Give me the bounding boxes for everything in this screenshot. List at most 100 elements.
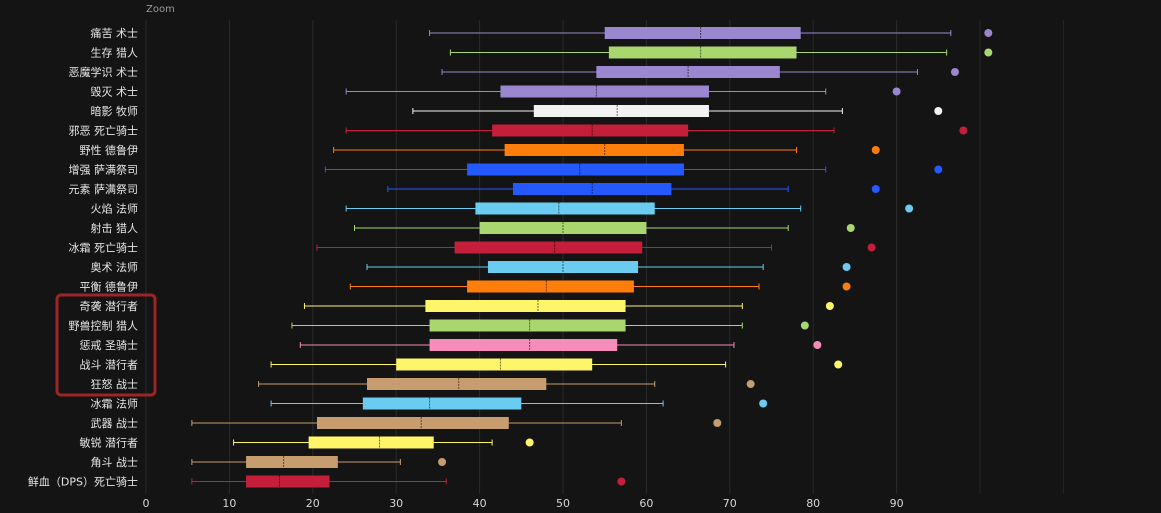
x-axis-ticks: 0 10 20 30 40 50 60 70 80 90 — [143, 497, 904, 510]
x-tick-label: 90 — [890, 497, 904, 510]
iqr-box[interactable] — [475, 202, 655, 215]
outlier-point[interactable] — [984, 48, 993, 57]
iqr-box[interactable] — [246, 475, 330, 488]
box-row[interactable]: 火焰 法师 — [91, 202, 914, 216]
x-tick-label: 30 — [389, 497, 403, 510]
row-label: 增强 萨满祭司 — [69, 163, 139, 177]
outlier-point[interactable] — [800, 321, 809, 330]
box-row[interactable]: 奥术 法师 — [91, 260, 851, 274]
x-tick-label: 80 — [806, 497, 820, 510]
outlier-point[interactable] — [746, 380, 755, 388]
outlier-point[interactable] — [846, 224, 855, 232]
box-row[interactable]: 平衡 德鲁伊 — [80, 280, 851, 294]
outlier-point[interactable] — [959, 126, 968, 135]
iqr-box[interactable] — [467, 280, 634, 293]
outlier-point[interactable] — [842, 263, 851, 271]
outlier-point[interactable] — [984, 29, 993, 37]
outlier-point[interactable] — [834, 360, 843, 369]
iqr-box[interactable] — [467, 163, 684, 176]
outlier-point[interactable] — [525, 438, 534, 447]
x-tick-label: 10 — [222, 497, 236, 510]
box-row[interactable]: 惩戒 圣骑士 — [80, 339, 822, 352]
row-label: 狂怒 战士 — [91, 377, 139, 391]
outlier-point[interactable] — [842, 282, 851, 291]
box-row[interactable]: 奇袭 潜行者 — [80, 299, 834, 313]
outlier-point[interactable] — [934, 165, 943, 174]
gridlines — [145, 20, 1064, 494]
x-tick-label: 50 — [556, 497, 570, 510]
row-label: 元素 萨满祭司 — [69, 183, 139, 196]
box-row[interactable]: 暗影 牧师 — [91, 104, 943, 118]
box-row[interactable]: 角斗 战士 — [91, 456, 447, 469]
box-row[interactable]: 冰霜 法师 — [91, 397, 768, 411]
iqr-box[interactable] — [429, 319, 626, 332]
iqr-box[interactable] — [500, 85, 709, 98]
box-row[interactable]: 射击 猎人 — [91, 221, 855, 235]
outlier-point[interactable] — [617, 477, 626, 486]
outlier-point[interactable] — [825, 302, 834, 310]
row-label: 敏锐 潜行者 — [80, 436, 139, 450]
box-row[interactable]: 武器 战士 — [91, 417, 722, 430]
iqr-box[interactable] — [608, 46, 797, 59]
row-label: 角斗 战士 — [91, 456, 139, 469]
box-row[interactable]: 痛苦 术士 — [91, 26, 993, 40]
zoom-label[interactable]: Zoom — [146, 4, 175, 15]
iqr-box[interactable] — [504, 144, 684, 156]
iqr-box[interactable] — [604, 27, 801, 39]
row-label: 平衡 德鲁伊 — [80, 280, 139, 294]
row-label: 邪恶 死亡骑士 — [69, 124, 139, 138]
box-row[interactable]: 野性 德鲁伊 — [80, 143, 880, 157]
iqr-box[interactable] — [533, 105, 709, 117]
box-row[interactable]: 元素 萨满祭司 — [69, 183, 880, 196]
outlier-point[interactable] — [905, 204, 914, 213]
box-row[interactable]: 恶魔学识 术士 — [69, 65, 959, 79]
outlier-point[interactable] — [713, 419, 722, 427]
box-row[interactable]: 邪恶 死亡骑士 — [69, 124, 968, 138]
iqr-box[interactable] — [429, 339, 618, 351]
box-row[interactable]: 鲜血（DPS）死亡骑士 — [28, 475, 626, 489]
box-row[interactable]: 敏锐 潜行者 — [80, 436, 534, 450]
iqr-box[interactable] — [367, 378, 547, 390]
iqr-box[interactable] — [308, 436, 434, 449]
outlier-point[interactable] — [934, 107, 943, 115]
iqr-box[interactable] — [492, 124, 689, 137]
outlier-point[interactable] — [871, 185, 880, 193]
outlier-point[interactable] — [813, 341, 822, 349]
iqr-box[interactable] — [396, 358, 593, 371]
outlier-point[interactable] — [867, 243, 876, 252]
box-row[interactable]: 狂怒 战士 — [91, 377, 755, 391]
row-label: 火焰 法师 — [91, 202, 139, 216]
row-label: 惩戒 圣骑士 — [80, 339, 139, 352]
box-row[interactable]: 冰霜 死亡骑士 — [69, 241, 876, 255]
highlight-frame-layer — [55, 293, 157, 397]
box-row[interactable]: 野兽控制 猎人 — [69, 319, 809, 333]
outlier-point[interactable] — [759, 399, 768, 408]
highlight-frame — [55, 293, 157, 397]
outlier-point[interactable] — [950, 68, 959, 76]
box-row[interactable]: 毁灭 术士 — [91, 85, 901, 99]
box-row[interactable]: 增强 萨满祭司 — [69, 163, 943, 177]
x-tick-label: 70 — [723, 497, 737, 510]
outlier-point[interactable] — [871, 146, 880, 154]
outlier-point[interactable] — [892, 87, 901, 96]
row-label: 射击 猎人 — [91, 221, 139, 235]
row-label: 恶魔学识 术士 — [69, 65, 139, 79]
row-label: 生存 猎人 — [91, 46, 139, 60]
x-tick-label: 20 — [306, 497, 320, 510]
row-label: 冰霜 死亡骑士 — [69, 241, 139, 255]
row-label: 奇袭 潜行者 — [80, 299, 139, 313]
iqr-box[interactable] — [316, 417, 509, 429]
outlier-point[interactable] — [438, 458, 447, 466]
iqr-box[interactable] — [454, 241, 643, 254]
iqr-box[interactable] — [362, 397, 522, 410]
x-tick-label: 60 — [639, 497, 653, 510]
box-row[interactable]: 生存 猎人 — [91, 46, 993, 60]
iqr-box[interactable] — [246, 456, 338, 468]
iqr-box[interactable] — [425, 300, 626, 312]
row-label: 野兽控制 猎人 — [69, 319, 139, 333]
box-row[interactable]: 战斗 潜行者 — [80, 358, 843, 372]
row-label: 暗影 牧师 — [91, 104, 139, 118]
row-label: 野性 德鲁伊 — [80, 143, 139, 157]
